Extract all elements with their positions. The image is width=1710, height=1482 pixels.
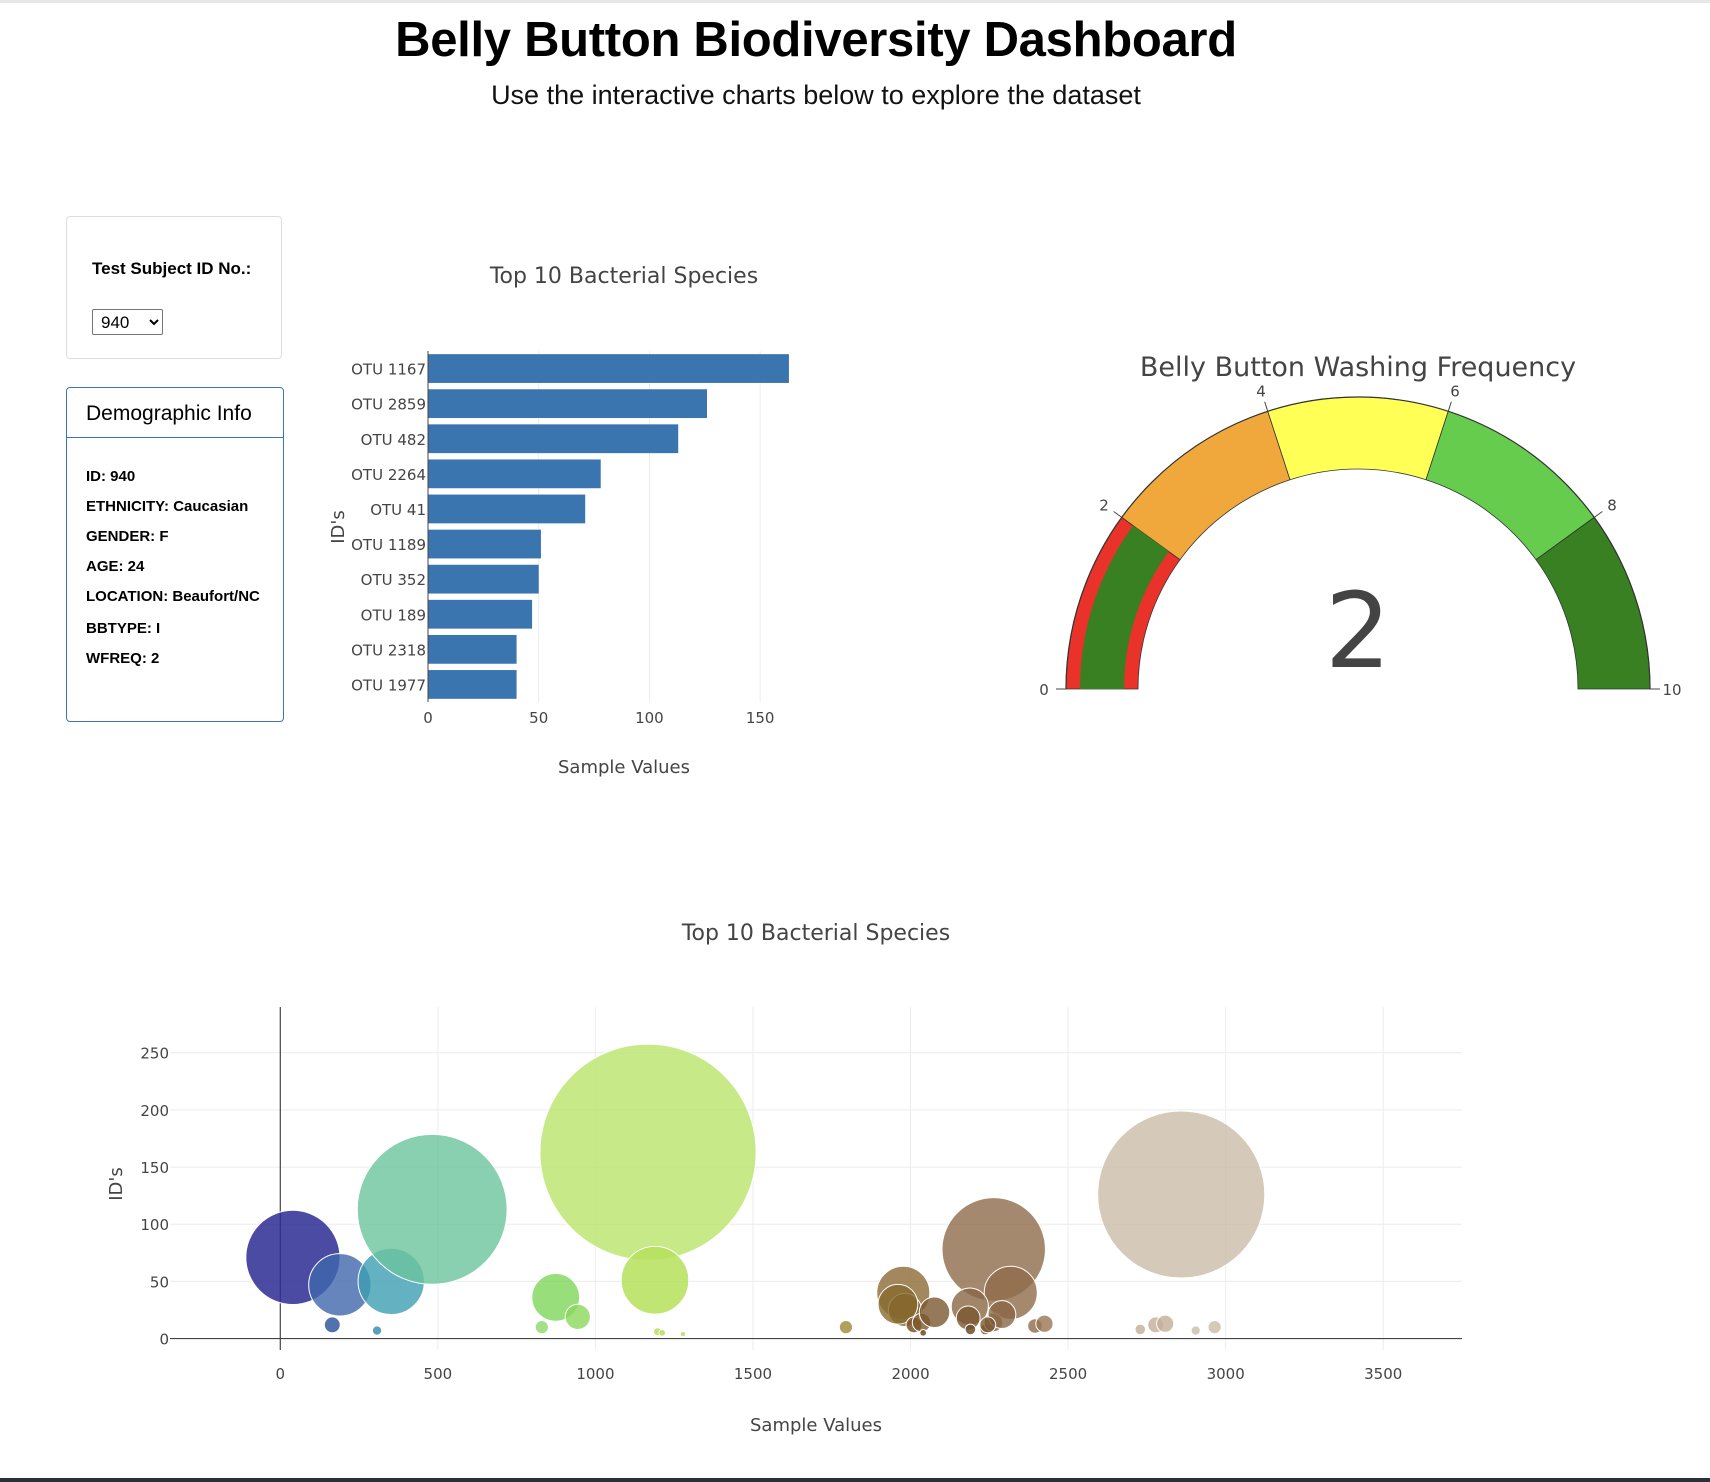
bar (428, 424, 679, 454)
demographic-item-id: ID: 940 (86, 468, 136, 485)
bar (428, 494, 586, 524)
bar-y-tick-label: OTU 2859 (351, 396, 426, 414)
demographic-info-list: ID: 940 ETHNICITY: Caucasian GENDER: F A… (67, 438, 283, 667)
demographic-info-panel: Demographic Info ID: 940 ETHNICITY: Cauc… (66, 387, 284, 722)
bar (428, 670, 517, 699)
bar (428, 529, 541, 559)
bar-x-tick-label: 50 (529, 709, 548, 727)
demographic-item-wfreq: WFREQ: 2 (86, 650, 160, 667)
bar-y-tick-label: OTU 41 (370, 501, 426, 519)
demographic-item-ethnicity: ETHNICITY: Caucasian (86, 498, 249, 515)
bar (428, 634, 517, 664)
bar-x-axis-label: Sample Values (558, 757, 690, 778)
subject-id-select[interactable]: 940 (92, 309, 163, 335)
bar-y-tick-label: OTU 189 (361, 606, 426, 624)
page-subtitle: Use the interactive charts below to expl… (491, 80, 1141, 110)
bar (428, 599, 533, 629)
demographic-info-title: Demographic Info (67, 388, 283, 438)
demographic-item-location: LOCATION: Beaufort/NC (86, 588, 260, 605)
demographic-item-bbtype: BBTYPE: I (86, 620, 161, 637)
subject-selector-panel: Test Subject ID No.: 940 (66, 216, 282, 359)
bottom-border (0, 1478, 1710, 1482)
bar-y-tick-label: OTU 1189 (351, 536, 426, 554)
bar-y-tick-label: OTU 2318 (351, 641, 426, 659)
bar (428, 564, 539, 594)
bar (428, 389, 707, 419)
bar (428, 459, 601, 489)
bar (428, 354, 789, 383)
bar-y-tick-label: OTU 1167 (351, 361, 426, 379)
bar-y-tick-label: OTU 2264 (351, 466, 426, 484)
bar-x-tick-label: 100 (635, 709, 664, 727)
top-border (0, 0, 1710, 3)
bar-y-tick-label: OTU 1977 (351, 676, 426, 694)
demographic-item-gender: GENDER: F (86, 528, 169, 545)
bar-y-axis-label: ID's (328, 510, 349, 544)
bar-x-tick-label: 0 (423, 709, 433, 727)
bar-chart-title: Top 10 Bacterial Species (489, 264, 758, 289)
page-title: Belly Button Biodiversity Dashboard (395, 13, 1237, 67)
bar-y-tick-label: OTU 482 (361, 431, 426, 449)
bar-x-tick-label: 150 (746, 709, 775, 727)
demographic-item-age: AGE: 24 (86, 558, 145, 575)
bar-y-tick-label: OTU 352 (361, 571, 426, 589)
subject-id-label: Test Subject ID No.: (92, 259, 252, 278)
